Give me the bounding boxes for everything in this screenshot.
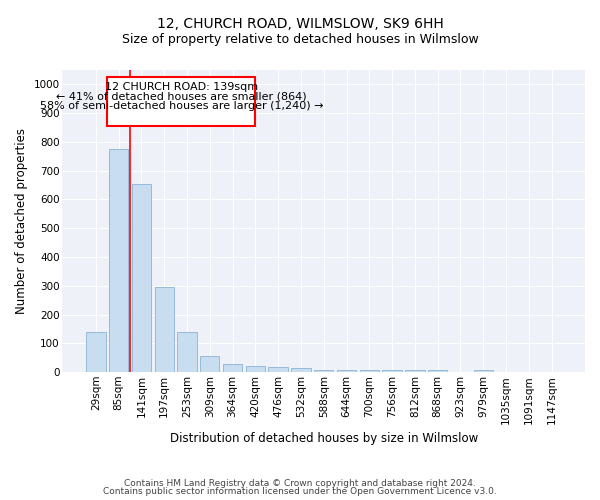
Text: 12, CHURCH ROAD, WILMSLOW, SK9 6HH: 12, CHURCH ROAD, WILMSLOW, SK9 6HH xyxy=(157,18,443,32)
Text: 58% of semi-detached houses are larger (1,240) →: 58% of semi-detached houses are larger (… xyxy=(40,101,323,111)
Bar xyxy=(337,370,356,372)
Bar xyxy=(132,184,151,372)
Bar xyxy=(178,332,197,372)
Text: 12 CHURCH ROAD: 139sqm: 12 CHURCH ROAD: 139sqm xyxy=(105,82,258,92)
Bar xyxy=(245,366,265,372)
Text: Size of property relative to detached houses in Wilmslow: Size of property relative to detached ho… xyxy=(122,32,478,46)
Bar xyxy=(405,370,425,372)
Bar xyxy=(155,288,174,372)
Y-axis label: Number of detached properties: Number of detached properties xyxy=(15,128,28,314)
Bar xyxy=(223,364,242,372)
Bar xyxy=(314,370,334,372)
Bar xyxy=(382,370,402,372)
Bar xyxy=(291,368,311,372)
Bar xyxy=(200,356,220,372)
Text: Contains HM Land Registry data © Crown copyright and database right 2024.: Contains HM Land Registry data © Crown c… xyxy=(124,478,476,488)
FancyBboxPatch shape xyxy=(107,77,256,126)
X-axis label: Distribution of detached houses by size in Wilmslow: Distribution of detached houses by size … xyxy=(170,432,478,445)
Bar xyxy=(268,367,288,372)
Bar xyxy=(473,370,493,372)
Bar xyxy=(86,332,106,372)
Bar xyxy=(359,370,379,372)
Text: Contains public sector information licensed under the Open Government Licence v3: Contains public sector information licen… xyxy=(103,487,497,496)
Bar xyxy=(109,149,128,372)
Text: ← 41% of detached houses are smaller (864): ← 41% of detached houses are smaller (86… xyxy=(56,92,307,102)
Bar xyxy=(428,370,448,372)
